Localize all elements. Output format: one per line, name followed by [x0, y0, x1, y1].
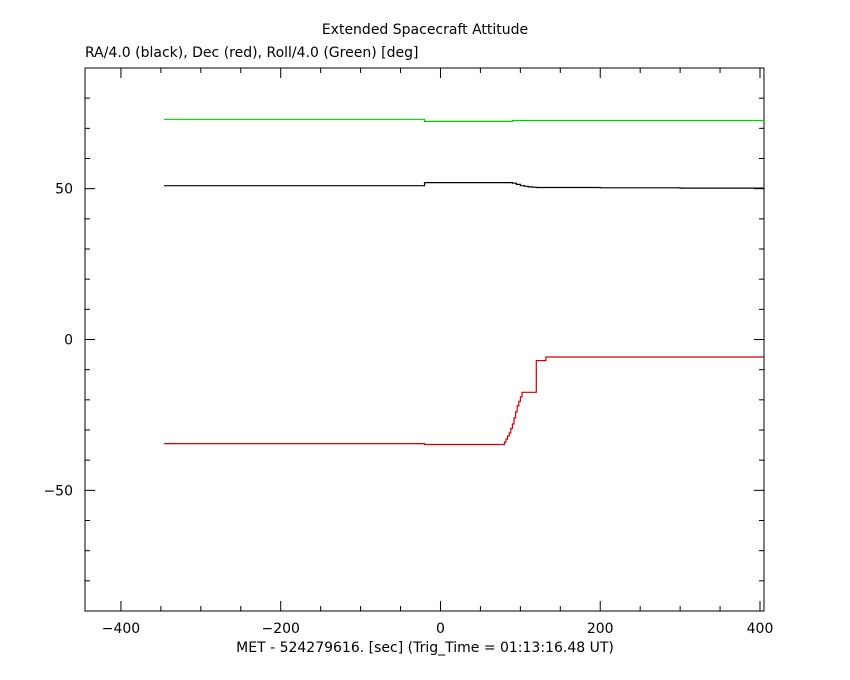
x-axis-label: MET - 524279616. [sec] (Trig_Time = 01:1…	[236, 640, 614, 656]
x-tick-label: 400	[747, 621, 774, 637]
plot-frame	[84, 67, 765, 612]
series-line-2	[164, 182, 764, 189]
chart-subtitle: RA/4.0 (black), Dec (red), Roll/4.0 (Gre…	[85, 45, 419, 61]
x-tick-label: −200	[261, 621, 299, 637]
x-tick-label: −400	[102, 621, 140, 637]
series-layer	[164, 118, 764, 446]
series-line-3	[164, 356, 764, 446]
axis-ticks: −400 −200 0 200 400 −50 0 50	[43, 67, 774, 637]
y-tick-label: −50	[43, 483, 73, 499]
chart-title: Extended Spacecraft Attitude	[321, 22, 529, 38]
x-tick-label: 200	[587, 621, 614, 637]
y-tick-label: 50	[55, 182, 73, 198]
x-tick-label: 0	[436, 621, 445, 637]
y-tick-label: 0	[64, 333, 73, 349]
series-line-1	[164, 118, 764, 122]
